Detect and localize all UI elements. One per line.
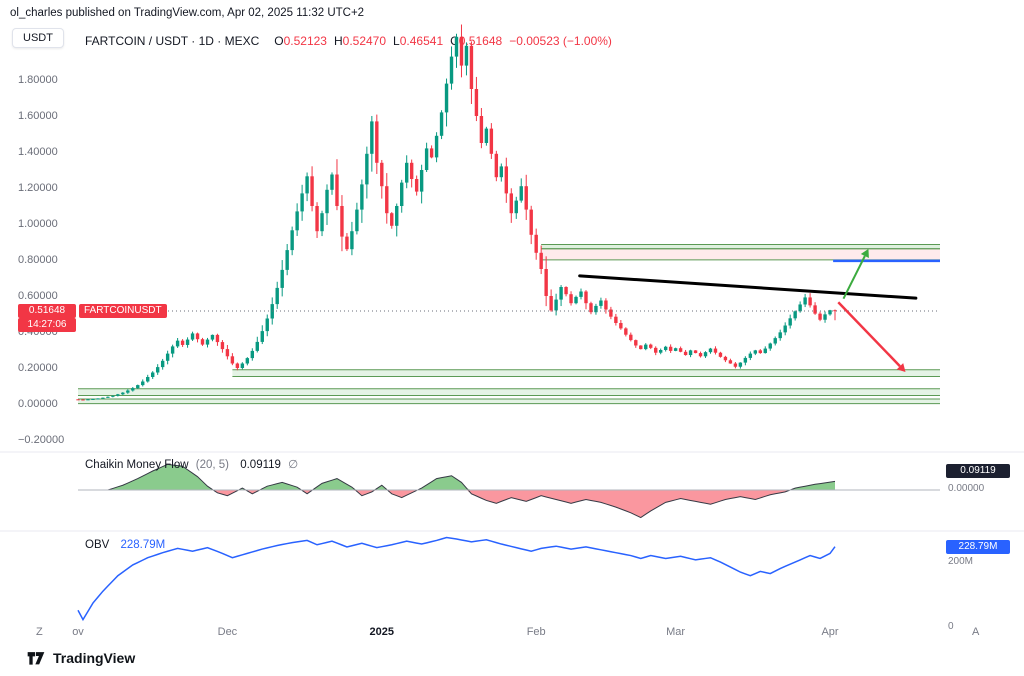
close-label: C: [450, 34, 459, 48]
symbol-price-tag: FARTCOINUSDT: [79, 304, 167, 318]
tradingview-footer[interactable]: TradingView: [26, 649, 135, 667]
tradingview-logo: [27, 652, 45, 665]
cmf-params: (20, 5): [195, 459, 229, 471]
obv-indicator-legend[interactable]: OBV 228.79M: [85, 539, 165, 551]
cmf-plot: [78, 463, 940, 519]
obv-name: OBV: [85, 539, 110, 551]
high-label: H: [333, 34, 343, 48]
bar-countdown-badge: 14:27:06: [18, 318, 76, 332]
price-zones-layer: [78, 244, 940, 405]
current-price-badge: 0.51648: [18, 304, 76, 318]
demand-zone-bottom: [78, 398, 940, 404]
cmf-value-badge: 0.09119: [946, 464, 1010, 478]
obv-value-badge: 228.79M: [946, 540, 1010, 554]
symbol-legend: FARTCOIN / USDT · 1D · MEXC O0.52123 H0.52…: [85, 34, 612, 48]
bearish-projection-arrow: [837, 301, 906, 372]
high-value: 0.52470: [342, 34, 387, 48]
bullish-projection-arrow: [842, 248, 869, 300]
cmf-indicator-legend[interactable]: Chaikin Money Flow (20, 5) 0.09119 ∅: [85, 457, 298, 471]
empty-set-icon: ∅: [288, 459, 299, 471]
obv-zero-tick: 0: [948, 621, 954, 632]
supply-zone-lower: [541, 248, 940, 260]
demand-zone-mid: [232, 369, 940, 377]
tradingview-wordmark: TradingView: [53, 650, 136, 666]
candles-layer: [76, 24, 837, 401]
obv-200m-tick: 200M: [948, 556, 974, 567]
supply-zone-upper: [541, 244, 940, 249]
obv-line: [77, 536, 836, 622]
open-label: O: [274, 34, 284, 48]
cmf-name: Chaikin Money Flow: [85, 459, 189, 471]
price-change: −0.00523 (−1.00%): [509, 34, 612, 48]
obv-value: 228.79M: [120, 539, 166, 551]
descending-trendline: [578, 274, 918, 300]
open-value: 0.52123: [283, 34, 327, 48]
low-label: L: [393, 34, 400, 48]
low-value: 0.46541: [399, 34, 444, 48]
currency-toggle[interactable]: USDT: [12, 28, 64, 48]
publish-info: ol_charles published on TradingView.com,…: [10, 7, 365, 19]
cmf-value: 0.09119: [240, 459, 281, 471]
symbol-title[interactable]: FARTCOIN / USDT · 1D · MEXC: [85, 34, 260, 48]
demand-zone-low: [78, 388, 940, 396]
cmf-zero-tick: 0.00000: [948, 483, 985, 494]
close-value: 0.51648: [458, 34, 503, 48]
